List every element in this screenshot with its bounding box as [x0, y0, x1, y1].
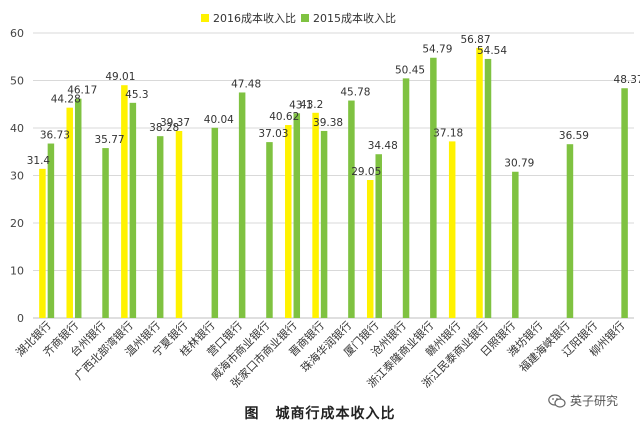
bar — [211, 127, 219, 318]
data-label: 39.38 — [313, 117, 343, 129]
caption-prefix: 图 — [244, 406, 260, 422]
data-label: 54.79 — [422, 44, 452, 56]
data-label: 30.79 — [504, 158, 534, 170]
data-label: 36.73 — [40, 130, 70, 142]
data-label: 37.18 — [433, 127, 463, 139]
data-label: 38.28 — [149, 122, 179, 134]
bar — [175, 130, 183, 318]
y-tick-label: 50 — [10, 75, 24, 88]
data-label: 37.03 — [258, 128, 288, 140]
bar — [512, 171, 519, 318]
data-label: 56.87 — [460, 34, 490, 46]
bar — [47, 143, 55, 318]
bar — [156, 136, 164, 318]
data-label: 31.4 — [27, 155, 51, 167]
data-label: 43.1 — [289, 99, 312, 111]
y-tick-label: 40 — [10, 122, 24, 135]
bar — [66, 107, 73, 318]
data-label: 46.17 — [67, 85, 97, 97]
bar — [621, 88, 628, 319]
bar — [476, 47, 483, 319]
data-label: 29.05 — [351, 166, 381, 178]
data-label: 36.59 — [559, 130, 589, 142]
watermark: 英子研究 — [548, 392, 618, 409]
data-label: 44.28 — [51, 94, 81, 106]
bar — [366, 180, 374, 318]
chart-caption: 图城商行成本收入比 — [0, 403, 640, 423]
legend-label: 2015成本收入比 — [313, 11, 396, 25]
data-label: 50.45 — [395, 64, 425, 76]
x-axis: 湖北银行齐商银行台州银行广西北部湾银行温州银行宁夏银行桂林银行营口银行威海市商业… — [13, 318, 628, 390]
bar — [402, 78, 410, 318]
data-label: 40.62 — [269, 111, 299, 123]
y-axis: 0 10 20 30 40 50 60 — [10, 27, 24, 325]
bar — [312, 112, 319, 318]
y-tick-label: 0 — [17, 312, 24, 325]
bar — [484, 58, 492, 319]
wechat-icon — [548, 393, 566, 408]
data-label: 39.37 — [160, 117, 190, 129]
bar — [266, 142, 273, 318]
data-label: 43.2 — [300, 99, 323, 111]
bar — [293, 113, 301, 319]
legend-swatch — [301, 14, 309, 22]
data-label: 35.77 — [95, 134, 125, 146]
y-tick-label: 30 — [10, 170, 24, 183]
data-label: 48.37 — [614, 74, 640, 86]
y-tick-label: 20 — [10, 217, 24, 230]
data-label: 34.48 — [368, 140, 398, 152]
bar — [375, 154, 382, 318]
data-label: 49.01 — [105, 71, 135, 83]
bar — [430, 57, 437, 319]
bar — [121, 85, 128, 318]
bar — [39, 168, 46, 318]
legend: 2016成本收入比 2015成本收入比 — [201, 11, 396, 25]
bar — [238, 92, 246, 318]
legend-swatch — [201, 14, 209, 22]
bar — [129, 102, 137, 318]
bar — [348, 100, 355, 318]
bar — [102, 148, 109, 318]
bar — [320, 130, 328, 318]
bar — [74, 98, 82, 318]
bars — [39, 47, 628, 319]
bar — [285, 125, 292, 319]
data-label: 40.04 — [204, 114, 234, 126]
data-label: 54.54 — [477, 45, 507, 57]
data-label: 45.3 — [125, 89, 148, 101]
bar — [448, 141, 456, 318]
legend-label: 2016成本收入比 — [213, 11, 296, 25]
data-labels: 31.436.7344.2846.1735.7749.0145.338.2839… — [27, 34, 640, 178]
data-label: 45.78 — [340, 87, 370, 99]
y-tick-label: 10 — [10, 265, 24, 278]
y-tick-label: 60 — [10, 27, 24, 40]
data-label: 47.48 — [231, 78, 261, 90]
watermark-text: 英子研究 — [570, 394, 619, 408]
caption-title: 城商行成本收入比 — [275, 406, 396, 422]
bar — [566, 144, 574, 318]
